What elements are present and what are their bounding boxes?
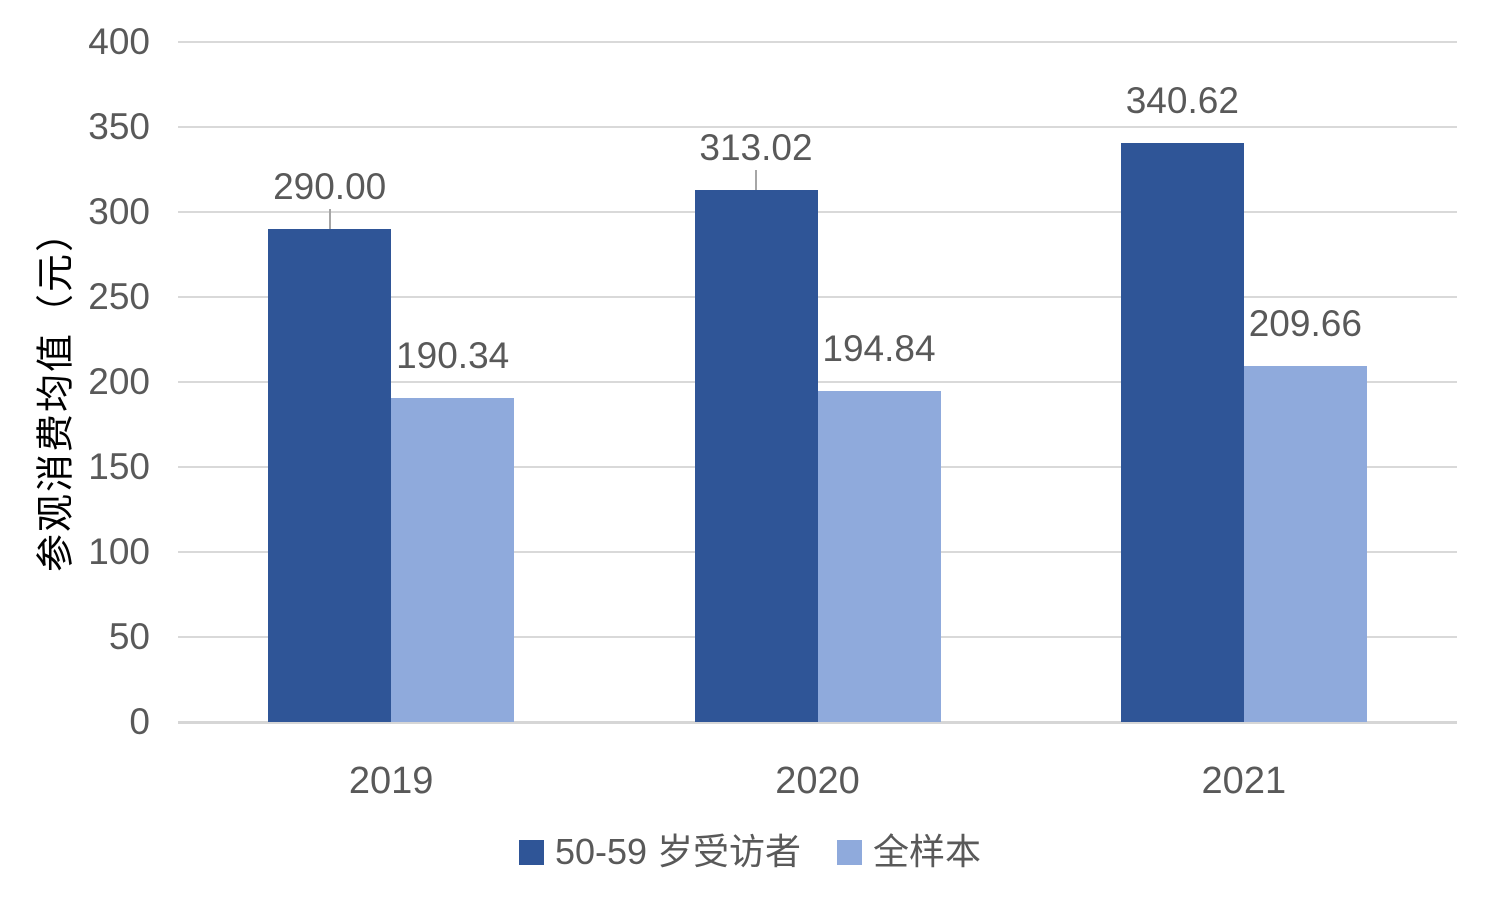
gridline	[178, 41, 1457, 43]
bar-series2-2019	[391, 398, 515, 722]
legend-item-series2: 全样本	[837, 832, 981, 872]
legend-swatch	[518, 839, 544, 865]
gridline	[178, 296, 1457, 298]
y-tick-label: 400	[88, 21, 150, 62]
y-tick-label: 100	[88, 531, 150, 572]
bar-value-label: 209.66	[1248, 302, 1362, 344]
bar-series1-2020	[694, 189, 818, 722]
y-tick-label: 150	[88, 446, 150, 487]
x-category-label: 2021	[1201, 760, 1287, 802]
legend-label: 50-59 岁受访者	[554, 831, 802, 872]
y-tick-label: 0	[129, 701, 150, 742]
legend-swatch	[837, 839, 863, 865]
label-leader-line	[755, 169, 757, 190]
bar-value-label: 290.00	[273, 166, 387, 207]
bar-series1-2021	[1120, 142, 1244, 722]
x-category-label: 2019	[348, 760, 434, 802]
gridline	[178, 381, 1457, 383]
x-axis-line	[178, 721, 1457, 724]
label-leader-line	[328, 209, 331, 229]
legend: 50-59 岁受访者 全样本	[0, 832, 1500, 872]
bar-series2-2021	[1243, 365, 1367, 722]
gridline	[178, 126, 1457, 128]
y-tick-label: 250	[88, 276, 150, 317]
y-tick-label: 200	[88, 361, 150, 402]
bar-value-label: 313.02	[699, 126, 813, 168]
legend-label: 全样本	[873, 831, 982, 872]
bar-series1-2019	[268, 229, 392, 722]
y-tick-label: 350	[88, 106, 150, 147]
bar-value-label: 190.34	[396, 335, 510, 377]
x-category-label: 2020	[775, 760, 860, 802]
bar-value-label: 194.84	[822, 327, 936, 369]
bar-series2-2020	[817, 390, 941, 722]
bar-value-label: 340.62	[1125, 79, 1239, 121]
y-tick-label: 300	[88, 191, 150, 232]
legend-item-series1: 50-59 岁受访者	[518, 831, 802, 872]
y-tick-label: 50	[108, 616, 150, 657]
gridline	[178, 211, 1457, 213]
